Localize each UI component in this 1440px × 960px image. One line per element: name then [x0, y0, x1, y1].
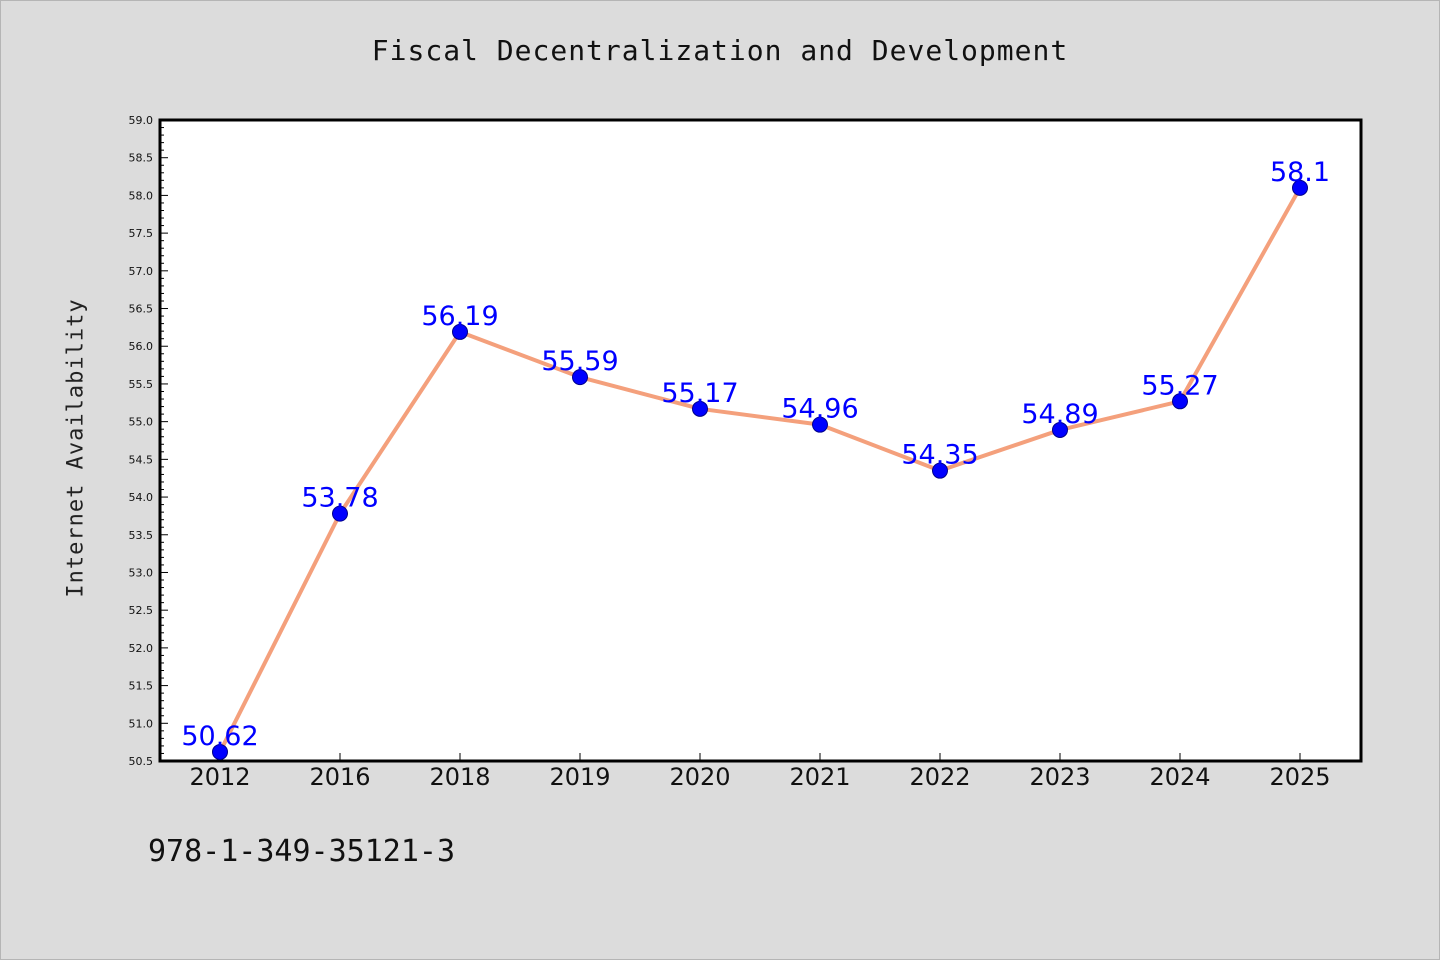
x-axis: 2012 2016 2018 2019 2020 2021 2022 2023 2024 2025: [189, 753, 1331, 791]
y-tick-label: 54.5: [129, 453, 154, 466]
data-label: 54.35: [901, 440, 978, 471]
y-tick-label: 51.0: [129, 717, 154, 730]
data-label: 50.62: [181, 721, 258, 752]
series-line: [218, 186, 1302, 753]
data-label: 55.17: [661, 378, 738, 409]
y-tick-label: 54.0: [129, 491, 154, 504]
data-point: [1292, 179, 1308, 196]
data-point: [212, 743, 228, 760]
y-tick-label: 52.0: [129, 642, 154, 655]
y-tick-label: 53.0: [129, 566, 154, 579]
y-axis: 50.5 51.0 51.5 52.0 52.5 53.0 53.5 54.0 54.5 55.0…: [129, 114, 168, 768]
data-point: [812, 416, 828, 433]
plot-area: [158, 118, 1363, 763]
isbn-text: 978-1-349-35121-3: [148, 834, 456, 869]
x-tick-label: 2020: [669, 763, 730, 791]
data-label: 53.78: [301, 483, 378, 514]
x-tick-label: 2019: [549, 763, 610, 791]
y-tick-label: 59.0: [129, 114, 154, 127]
x-tick-label: 2024: [1149, 763, 1210, 791]
data-point: [1172, 393, 1188, 410]
x-tick-label: 2016: [309, 763, 370, 791]
data-label: 54.89: [1021, 399, 1098, 430]
y-tick-label: 57.0: [129, 265, 154, 278]
data-label: 54.96: [781, 394, 858, 425]
data-labels: 50.62 53.78 56.19 55.59 55.17 54.96 54.35 54.89…: [181, 157, 1330, 752]
y-tick-label: 52.5: [129, 604, 154, 617]
data-point: [452, 323, 468, 340]
y-tick-label: 50.5: [129, 755, 154, 768]
y-tick-label: 55.0: [129, 416, 154, 429]
y-tick-label: 56.5: [129, 303, 154, 316]
x-tick-label: 2012: [189, 763, 250, 791]
y-tick-label: 55.5: [129, 378, 154, 391]
data-point: [692, 400, 708, 417]
y-tick-label: 58.5: [129, 152, 154, 165]
x-tick-label: 2025: [1269, 763, 1330, 791]
x-tick-label: 2022: [909, 763, 970, 791]
y-tick-label: 57.5: [129, 227, 154, 240]
data-markers: [212, 179, 1308, 760]
y-tick-label: 51.5: [129, 680, 154, 693]
data-point: [932, 462, 948, 479]
data-label: 55.27: [1141, 370, 1218, 401]
data-point: [332, 505, 348, 522]
y-tick-label: 56.0: [129, 340, 154, 353]
x-tick-label: 2021: [789, 763, 850, 791]
x-tick-label: 2018: [429, 763, 490, 791]
y-tick-label: 58.0: [129, 189, 154, 202]
data-label: 56.19: [421, 301, 498, 332]
data-label: 58.1: [1270, 157, 1330, 188]
chart-title: Fiscal Decentralization and Development: [371, 34, 1069, 67]
data-label: 55.59: [541, 346, 618, 377]
data-point: [1052, 421, 1068, 438]
data-point: [572, 369, 588, 386]
x-tick-label: 2023: [1029, 763, 1090, 791]
y-tick-label: 53.5: [129, 529, 154, 542]
